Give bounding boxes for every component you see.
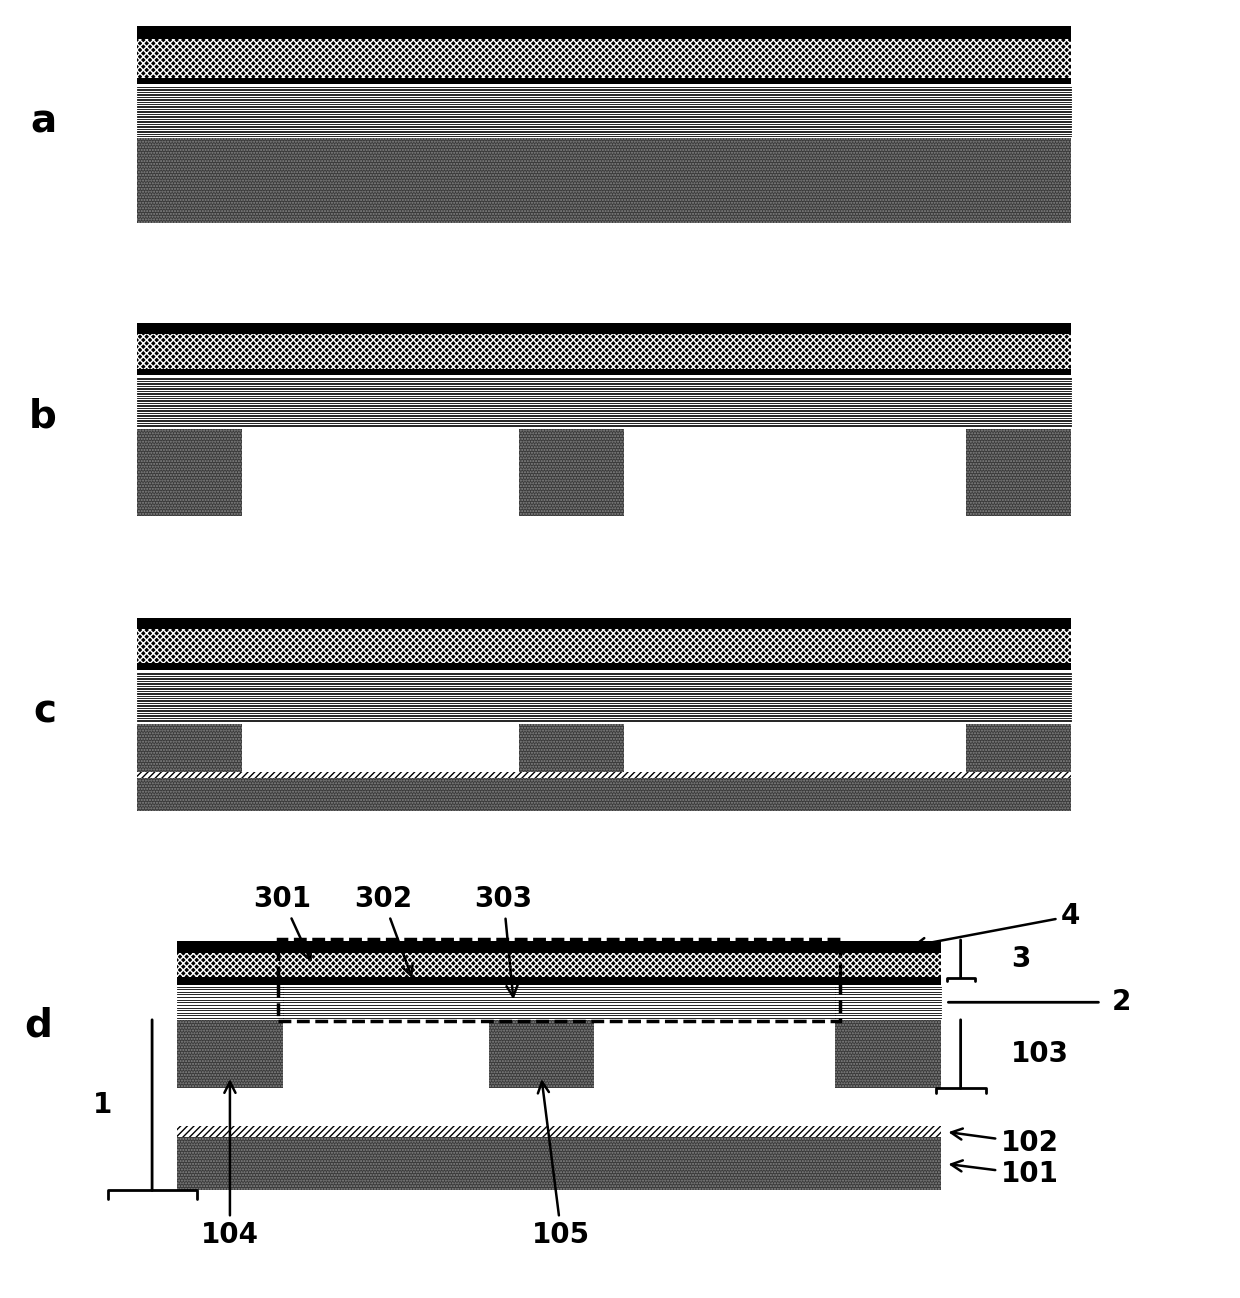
Bar <box>177 1020 283 1088</box>
Bar <box>966 430 1071 515</box>
Bar <box>966 724 1071 771</box>
Bar <box>138 430 243 515</box>
Bar <box>835 985 940 1020</box>
Bar <box>518 724 624 771</box>
Bar <box>518 724 624 771</box>
Bar <box>243 724 518 771</box>
Bar <box>177 1137 941 1190</box>
Bar <box>138 78 1071 84</box>
Bar <box>835 941 940 953</box>
Bar <box>177 977 283 985</box>
Text: 301: 301 <box>254 885 311 961</box>
Bar <box>138 670 1071 724</box>
Text: 105: 105 <box>532 1081 590 1249</box>
Bar <box>243 430 518 515</box>
Bar <box>835 953 940 977</box>
Bar <box>138 139 1071 223</box>
Bar <box>138 771 1071 810</box>
Bar <box>283 953 835 977</box>
Bar <box>138 39 1071 78</box>
Bar <box>138 618 1071 628</box>
Text: b: b <box>29 397 57 435</box>
Bar <box>138 139 1071 223</box>
Bar <box>177 1020 283 1088</box>
Text: 102: 102 <box>951 1128 1059 1158</box>
Text: 303: 303 <box>475 885 533 997</box>
Bar <box>138 771 1071 810</box>
Bar <box>138 430 243 515</box>
Bar <box>624 724 966 771</box>
Bar <box>278 938 841 1022</box>
Text: 1: 1 <box>93 1092 112 1119</box>
Bar <box>283 977 835 985</box>
Bar <box>283 953 835 977</box>
Bar <box>283 985 835 1020</box>
Bar <box>489 1020 594 1088</box>
Bar <box>138 334 1071 369</box>
Bar <box>177 1137 941 1190</box>
Bar <box>594 1020 835 1088</box>
Bar <box>177 1127 941 1137</box>
Bar <box>835 953 940 977</box>
Bar <box>138 323 1071 334</box>
Bar <box>835 1020 940 1088</box>
Text: 101: 101 <box>951 1160 1059 1189</box>
Text: a: a <box>31 103 57 140</box>
Bar <box>138 369 1071 375</box>
Bar <box>138 628 1071 663</box>
Text: 3: 3 <box>1011 945 1030 972</box>
Bar <box>283 1020 489 1088</box>
Bar <box>966 430 1071 515</box>
Bar <box>138 663 1071 670</box>
Bar <box>966 724 1071 771</box>
Bar <box>835 1020 940 1088</box>
Bar <box>138 26 1071 39</box>
Text: c: c <box>33 692 57 729</box>
Bar <box>177 941 283 953</box>
Bar <box>177 985 283 1020</box>
Bar <box>177 1127 941 1137</box>
Text: 104: 104 <box>201 1081 259 1249</box>
Bar <box>138 334 1071 369</box>
Text: 302: 302 <box>355 885 413 976</box>
Bar <box>138 724 243 771</box>
Text: 103: 103 <box>1011 1040 1069 1068</box>
Bar <box>177 953 283 977</box>
Bar <box>138 771 1071 778</box>
Text: d: d <box>24 1006 52 1045</box>
Bar <box>835 977 940 985</box>
Bar <box>518 430 624 515</box>
Bar <box>138 724 243 771</box>
Bar <box>138 39 1071 78</box>
Bar <box>177 953 283 977</box>
Bar <box>138 375 1071 430</box>
Bar <box>624 430 966 515</box>
Bar <box>138 771 1071 778</box>
Bar <box>283 941 835 953</box>
Bar <box>138 628 1071 663</box>
Text: 4: 4 <box>914 902 1080 949</box>
Bar <box>138 84 1071 139</box>
Bar <box>518 430 624 515</box>
Bar <box>489 1020 594 1088</box>
Text: 2: 2 <box>1111 988 1131 1016</box>
